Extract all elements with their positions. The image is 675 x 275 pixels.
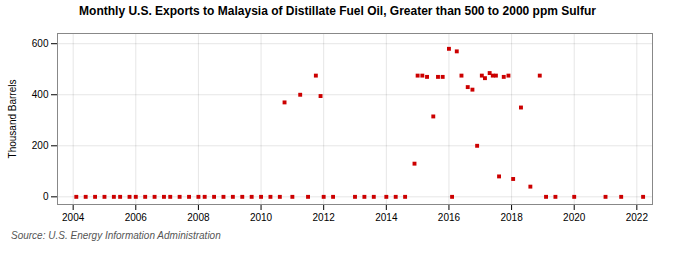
svg-text:400: 400 — [32, 89, 49, 100]
svg-text:2008: 2008 — [187, 212, 210, 223]
html-text:Source: U.S. Energy Informatio: Source: U.S. Energy Information Administ… — [11, 230, 221, 241]
svg-text:600: 600 — [32, 38, 49, 49]
svg-text:2020: 2020 — [563, 212, 586, 223]
svg-text:2010: 2010 — [250, 212, 273, 223]
svg-text:Thousand Barrels: Thousand Barrels — [7, 80, 18, 159]
svg-text:2016: 2016 — [438, 212, 461, 223]
svg-text:2018: 2018 — [500, 212, 523, 223]
svg-text:200: 200 — [32, 140, 49, 151]
svg-text:2004: 2004 — [62, 212, 85, 223]
svg-text:0: 0 — [43, 191, 49, 202]
html-text:Monthly U.S. Exports to Malays: Monthly U.S. Exports to Malaysia of Dist… — [79, 4, 596, 18]
svg-text:2006: 2006 — [125, 212, 148, 223]
svg-text:2014: 2014 — [375, 212, 398, 223]
svg-text:2012: 2012 — [313, 212, 336, 223]
svg-text:2022: 2022 — [626, 212, 649, 223]
